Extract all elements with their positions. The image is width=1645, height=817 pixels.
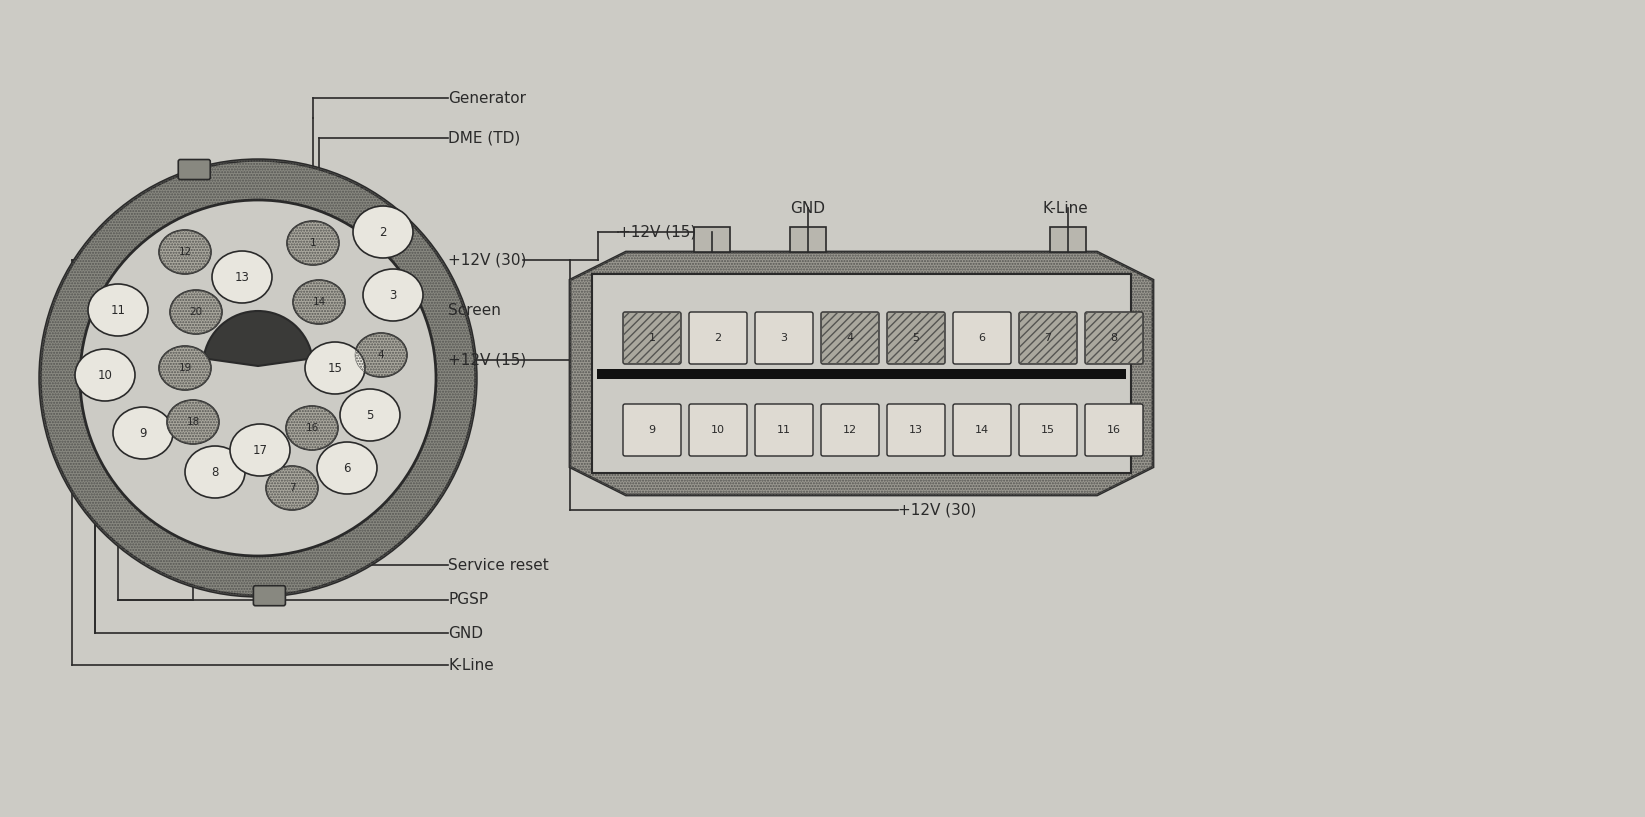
- Text: 16: 16: [1107, 425, 1120, 435]
- Text: 8: 8: [1110, 333, 1117, 343]
- Ellipse shape: [293, 280, 345, 324]
- Text: +12V (30): +12V (30): [898, 502, 977, 517]
- FancyBboxPatch shape: [952, 404, 1012, 456]
- FancyBboxPatch shape: [253, 586, 286, 605]
- Text: 9: 9: [648, 425, 656, 435]
- Text: 4: 4: [378, 350, 385, 360]
- Text: 6: 6: [979, 333, 985, 343]
- Polygon shape: [571, 252, 1153, 495]
- FancyBboxPatch shape: [1086, 312, 1143, 364]
- FancyBboxPatch shape: [597, 368, 1125, 378]
- Ellipse shape: [114, 407, 173, 459]
- FancyBboxPatch shape: [790, 227, 826, 252]
- Text: 15: 15: [327, 361, 342, 374]
- Text: 7: 7: [288, 483, 296, 493]
- Ellipse shape: [160, 346, 211, 390]
- FancyBboxPatch shape: [755, 404, 813, 456]
- Text: 3: 3: [780, 333, 788, 343]
- FancyBboxPatch shape: [592, 274, 1132, 473]
- FancyBboxPatch shape: [623, 312, 681, 364]
- Text: 1: 1: [309, 238, 316, 248]
- Ellipse shape: [286, 406, 337, 450]
- Ellipse shape: [355, 333, 406, 377]
- Text: +12V (15): +12V (15): [447, 352, 526, 368]
- Text: Service reset: Service reset: [447, 557, 549, 573]
- FancyBboxPatch shape: [689, 404, 747, 456]
- Text: Screen: Screen: [447, 302, 500, 318]
- FancyBboxPatch shape: [887, 404, 944, 456]
- Text: 1: 1: [648, 333, 655, 343]
- FancyBboxPatch shape: [689, 312, 747, 364]
- Text: 10: 10: [711, 425, 725, 435]
- Text: 12: 12: [178, 247, 191, 257]
- Text: 12: 12: [842, 425, 857, 435]
- Text: 17: 17: [252, 444, 268, 457]
- Text: 4: 4: [847, 333, 854, 343]
- Text: 18: 18: [186, 417, 199, 427]
- Text: 5: 5: [913, 333, 920, 343]
- Ellipse shape: [230, 424, 290, 476]
- FancyBboxPatch shape: [1018, 312, 1077, 364]
- FancyBboxPatch shape: [755, 312, 813, 364]
- Text: 5: 5: [367, 408, 373, 422]
- Ellipse shape: [317, 442, 377, 494]
- Text: 14: 14: [313, 297, 326, 307]
- Text: 2: 2: [380, 225, 387, 239]
- Ellipse shape: [87, 284, 148, 336]
- Text: 2: 2: [714, 333, 722, 343]
- Ellipse shape: [212, 251, 271, 303]
- Ellipse shape: [266, 466, 317, 510]
- Text: 20: 20: [189, 307, 202, 317]
- Text: PGSP: PGSP: [447, 592, 489, 608]
- FancyBboxPatch shape: [178, 159, 211, 180]
- FancyBboxPatch shape: [1050, 227, 1086, 252]
- Text: 14: 14: [975, 425, 989, 435]
- Text: K-Line: K-Line: [1043, 200, 1089, 216]
- Text: 8: 8: [211, 466, 219, 479]
- FancyBboxPatch shape: [821, 312, 878, 364]
- Ellipse shape: [286, 221, 339, 265]
- Ellipse shape: [169, 290, 222, 334]
- Text: GND: GND: [790, 200, 826, 216]
- Text: 11: 11: [110, 303, 125, 316]
- Text: 7: 7: [1045, 333, 1051, 343]
- Text: 11: 11: [776, 425, 791, 435]
- Ellipse shape: [364, 269, 423, 321]
- Text: 19: 19: [178, 363, 191, 373]
- Ellipse shape: [341, 389, 400, 441]
- Text: 13: 13: [235, 270, 250, 283]
- Ellipse shape: [76, 349, 135, 401]
- Text: K-Line: K-Line: [447, 658, 494, 672]
- Text: 6: 6: [344, 462, 350, 475]
- Text: 3: 3: [390, 288, 396, 301]
- Ellipse shape: [354, 206, 413, 258]
- Text: 13: 13: [910, 425, 923, 435]
- Text: DME (TD): DME (TD): [447, 131, 520, 145]
- FancyBboxPatch shape: [1018, 404, 1077, 456]
- Text: Generator: Generator: [447, 91, 526, 105]
- Wedge shape: [204, 311, 313, 366]
- Text: 9: 9: [140, 426, 146, 440]
- Ellipse shape: [160, 230, 211, 274]
- Ellipse shape: [184, 446, 245, 498]
- Text: +12V (15): +12V (15): [619, 225, 696, 239]
- FancyBboxPatch shape: [821, 404, 878, 456]
- Text: 10: 10: [97, 368, 112, 382]
- FancyBboxPatch shape: [952, 312, 1012, 364]
- Circle shape: [39, 160, 475, 596]
- FancyBboxPatch shape: [623, 404, 681, 456]
- Text: +12V (30): +12V (30): [447, 252, 526, 267]
- Ellipse shape: [304, 342, 365, 394]
- FancyBboxPatch shape: [887, 312, 944, 364]
- Text: 16: 16: [306, 423, 319, 433]
- Text: GND: GND: [447, 626, 484, 641]
- Text: 15: 15: [1041, 425, 1054, 435]
- Ellipse shape: [168, 400, 219, 444]
- FancyBboxPatch shape: [1086, 404, 1143, 456]
- Circle shape: [81, 200, 436, 556]
- FancyBboxPatch shape: [694, 227, 730, 252]
